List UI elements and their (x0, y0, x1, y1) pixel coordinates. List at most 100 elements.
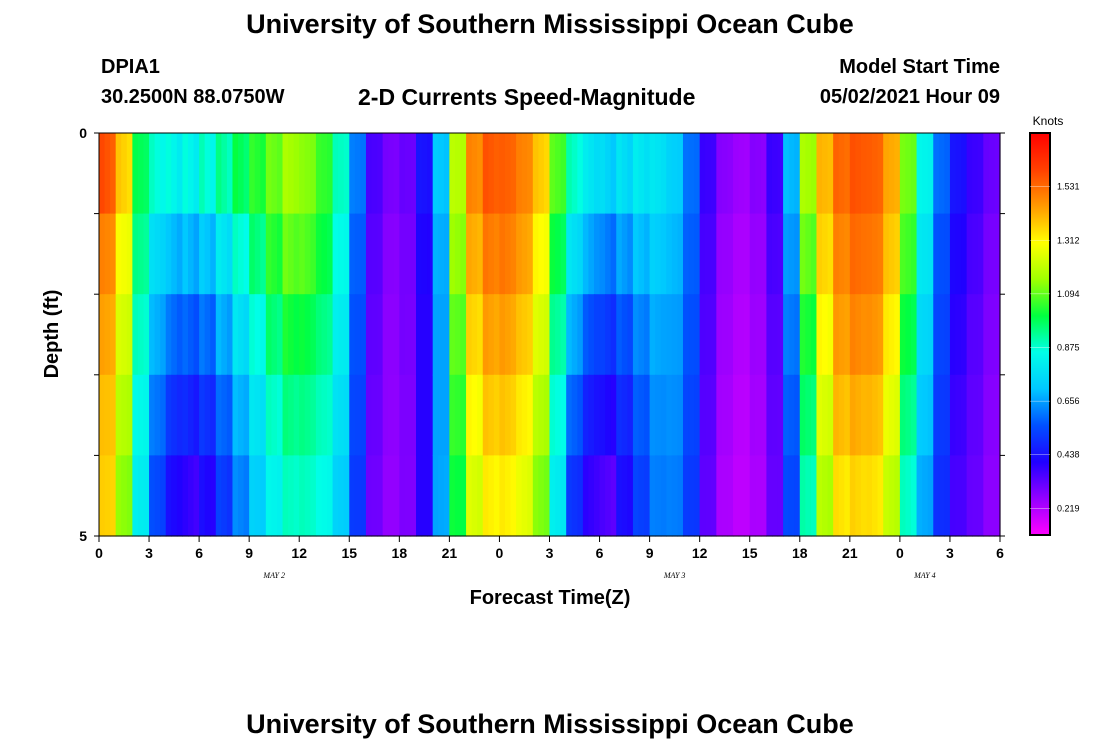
heatmap-cell (638, 133, 645, 215)
heatmap-cell (154, 374, 161, 456)
heatmap-cell (566, 294, 573, 376)
heatmap-cell (466, 294, 473, 376)
heatmap-cell (994, 294, 1001, 376)
station-id: DPIA1 (101, 56, 160, 78)
heatmap-cell (666, 294, 673, 376)
heatmap-cell (783, 213, 790, 295)
heatmap-cell (527, 133, 534, 215)
heatmap-cell (521, 455, 528, 537)
heatmap-cell (860, 133, 868, 215)
heatmap-cell (705, 294, 712, 376)
heatmap-cell (493, 455, 501, 537)
heatmap-cell (199, 455, 206, 537)
heatmap-cell (783, 133, 790, 215)
day-label: MAY 3 (663, 571, 686, 580)
heatmap-cell (310, 294, 317, 376)
heatmap-cell (310, 374, 317, 456)
heatmap-cell (493, 294, 501, 376)
heatmap-cell (727, 213, 734, 295)
heatmap-cell (276, 455, 284, 537)
heatmap-cell (660, 455, 667, 537)
heatmap-cell (610, 294, 617, 376)
heatmap-cell (966, 133, 973, 215)
heatmap-cell (788, 213, 795, 295)
heatmap-cell (516, 374, 523, 456)
heatmap-cell (816, 374, 823, 456)
heatmap-cell (315, 133, 323, 215)
heatmap-cell (660, 374, 667, 456)
heatmap-cell (988, 455, 996, 537)
colorbar-tick-label: 1.312 (1057, 235, 1080, 245)
heatmap-cell (438, 294, 445, 376)
heatmap-cell (699, 213, 706, 295)
heatmap-cell (349, 133, 356, 215)
heatmap-cell (555, 455, 562, 537)
heatmap-cell (543, 374, 551, 456)
heatmap-cell (710, 294, 717, 376)
heatmap-cell (588, 133, 595, 215)
colorbar-gradient (1029, 132, 1051, 536)
heatmap-cell (210, 213, 217, 295)
heatmap-cell (721, 374, 729, 456)
x-tick-label: 0 (95, 545, 103, 561)
heatmap-cell (649, 374, 656, 456)
heatmap-cell (605, 294, 612, 376)
heatmap-cell (538, 294, 545, 376)
heatmap-cell (505, 294, 512, 376)
heatmap-cell (588, 455, 595, 537)
heatmap-cell (232, 374, 239, 456)
heatmap-cell (466, 213, 473, 295)
heatmap-cell (115, 455, 122, 537)
heatmap-cell (810, 133, 818, 215)
heatmap-cell (716, 213, 723, 295)
heatmap-cell (660, 213, 667, 295)
heatmap-cell (204, 374, 211, 456)
heatmap-cell (121, 294, 128, 376)
heatmap-cell (427, 133, 434, 215)
heatmap-cell (727, 133, 734, 215)
heatmap-cell (276, 294, 284, 376)
heatmap-cell (944, 374, 951, 456)
heatmap-cell (115, 374, 122, 456)
heatmap-cell (538, 213, 545, 295)
heatmap-cell (516, 213, 523, 295)
heatmap-cell (243, 455, 250, 537)
heatmap-cell (521, 133, 528, 215)
heatmap-cell (616, 213, 623, 295)
heatmap-cell (510, 374, 517, 456)
heatmap-cell (888, 455, 895, 537)
heatmap-cell (955, 294, 962, 376)
heatmap-cell (977, 213, 984, 295)
heatmap-cell (365, 213, 373, 295)
heatmap-cell (221, 294, 228, 376)
heatmap-cell (360, 455, 367, 537)
heatmap-cell (694, 133, 701, 215)
heatmap-cell (644, 133, 651, 215)
heatmap-cell (288, 294, 295, 376)
heatmap-cell (749, 455, 756, 537)
heatmap-cell (176, 455, 184, 537)
heatmap-cell (582, 455, 590, 537)
heatmap-cell (454, 213, 462, 295)
model-start-value: 05/02/2021 Hour 09 (819, 86, 1000, 108)
heatmap-cell (721, 133, 729, 215)
x-tick-label: 3 (946, 545, 954, 561)
x-tick-label: 6 (195, 545, 203, 561)
heatmap-cell (860, 455, 868, 537)
heatmap-cell (644, 455, 651, 537)
heatmap-cell (899, 294, 907, 376)
heatmap-cell (599, 213, 606, 295)
heatmap-cell (822, 294, 829, 376)
y-tick-label: 0 (79, 125, 87, 141)
heatmap-cell (972, 294, 979, 376)
heatmap-cell (783, 455, 790, 537)
heatmap-cell (771, 374, 779, 456)
heatmap-cell (666, 213, 673, 295)
heatmap-cell (966, 294, 973, 376)
heatmap-cell (699, 133, 706, 215)
heatmap-cell (432, 294, 439, 376)
heatmap-cell (927, 133, 934, 215)
heatmap-cell (371, 455, 378, 537)
heatmap-cell (855, 455, 862, 537)
heatmap-cell (961, 294, 968, 376)
